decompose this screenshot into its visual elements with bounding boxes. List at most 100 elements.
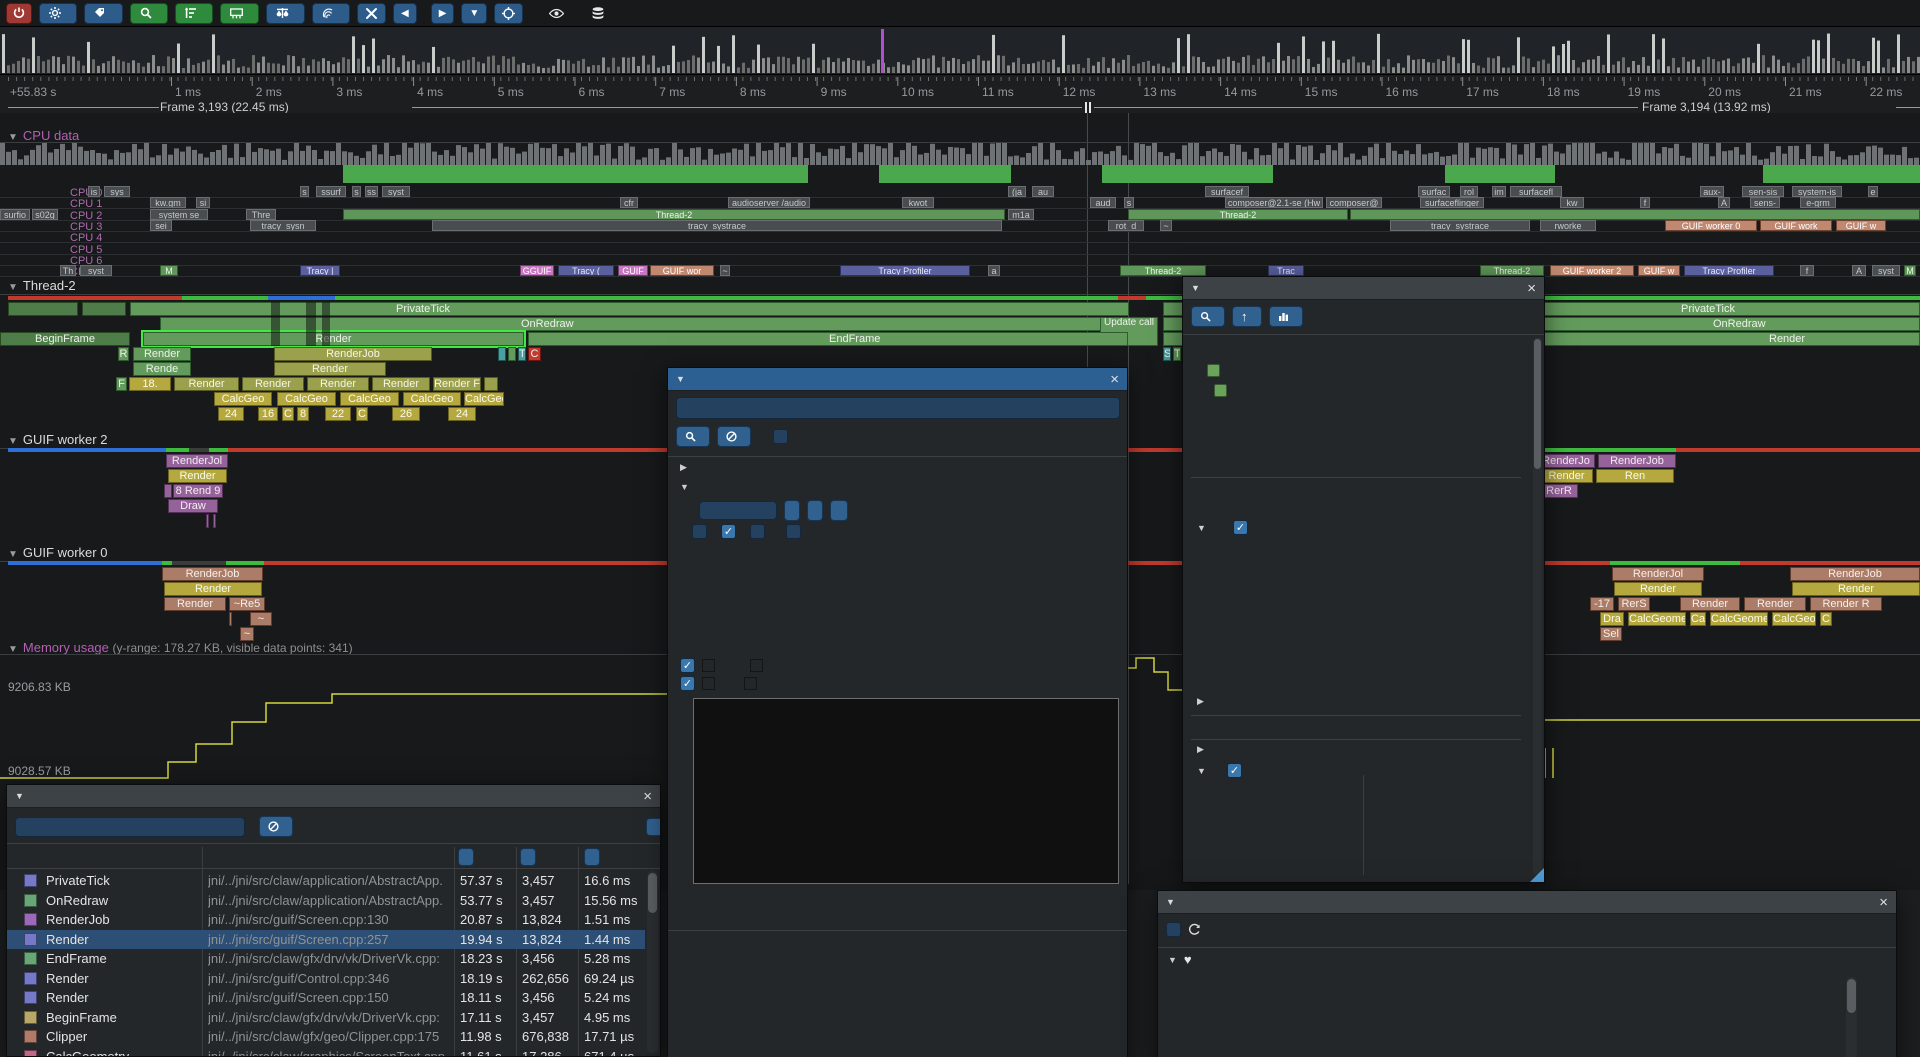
timeline-zone[interactable]: 16 xyxy=(258,407,278,421)
cpu-zone-chip[interactable]: tracy_systrace xyxy=(432,219,1002,231)
cpu-zone-chip[interactable]: f xyxy=(1640,197,1650,209)
cpu-zone-chip[interactable]: ssurf xyxy=(316,186,346,197)
timeline-zone[interactable]: CalcGeomet xyxy=(1710,612,1768,626)
timeline-zone[interactable]: BeginFrame xyxy=(0,332,130,346)
timeline-zone[interactable]: CalcGeo xyxy=(1772,612,1816,626)
timeline-zone[interactable]: Render xyxy=(168,469,227,483)
expander-icon[interactable]: ▶ xyxy=(1197,696,1204,706)
timeline-zone[interactable]: Render xyxy=(164,582,262,596)
timeline-zone[interactable]: C xyxy=(356,407,368,421)
table-row[interactable]: Render jni/../jni/src/guif/Control.cpp:34… xyxy=(7,969,645,989)
timeline-zone[interactable]: ~ xyxy=(240,627,254,641)
cpu-zone-chip[interactable]: sys xyxy=(104,186,130,197)
cpu-zone-chip[interactable]: Thread-2 xyxy=(343,208,1005,220)
cpu-zone-chip[interactable]: Tracy Profiler xyxy=(840,265,970,277)
frame-label-left[interactable]: Frame 3,193 (22.45 ms) xyxy=(160,100,289,114)
cpu-zone-chip[interactable]: im xyxy=(1492,186,1506,197)
memory-scrollbar[interactable] xyxy=(1846,977,1857,1057)
cpu-zone-chip[interactable]: f xyxy=(1800,265,1814,277)
cpu-zone-chip[interactable]: rol xyxy=(1460,186,1478,197)
timeline-zone[interactable] xyxy=(229,612,232,626)
cpu-zone-chip[interactable]: M xyxy=(160,265,178,277)
close-icon[interactable]: × xyxy=(1879,893,1888,911)
timeline-zone[interactable]: Render xyxy=(1792,582,1920,596)
timeline-zone[interactable]: RenderJob xyxy=(1790,567,1920,581)
close-icon[interactable]: × xyxy=(1110,370,1119,388)
timeline-zone[interactable]: Render xyxy=(1680,597,1740,611)
timeline-zone[interactable]: PrivateTick xyxy=(130,302,1129,316)
timeline-zone[interactable] xyxy=(484,377,498,391)
bin-minus-button[interactable] xyxy=(784,500,800,521)
cpu-zone-chip[interactable]: syst xyxy=(80,265,112,277)
column-total-time-button[interactable] xyxy=(458,848,474,866)
cpu-zone-chip[interactable]: aud xyxy=(1090,197,1116,209)
draw-group-checkbox[interactable]: ✓ xyxy=(680,676,695,691)
cpu-zone-chip[interactable]: GUIF worker 0 xyxy=(1665,219,1757,231)
timeline-zone[interactable]: -17 xyxy=(1590,597,1614,611)
resize-handle[interactable] xyxy=(1530,868,1544,882)
timeline-zone[interactable]: 8 xyxy=(297,407,309,421)
self-time-checkbox[interactable] xyxy=(786,524,801,539)
cpu-zone-chip[interactable]: GUIF w xyxy=(1638,265,1680,277)
column-mtpc-button[interactable] xyxy=(584,848,600,866)
frame-label-right[interactable]: Frame 3,194 (13.92 ms) xyxy=(1642,100,1771,114)
frame-overview[interactable] xyxy=(0,27,1920,75)
cpu-zone-chip[interactable]: e xyxy=(1868,186,1878,197)
timeline-zone[interactable]: C xyxy=(282,407,294,421)
timeline-zone[interactable]: Render xyxy=(1614,582,1702,596)
timeline-zone[interactable] xyxy=(164,484,172,498)
timeline-zone[interactable]: T xyxy=(1173,347,1181,361)
log-time-checkbox[interactable]: ✓ xyxy=(721,524,736,539)
cpu-zone-chip[interactable]: au xyxy=(1032,186,1054,197)
restrict-time-checkbox[interactable] xyxy=(1166,922,1181,937)
info-button[interactable] xyxy=(312,2,350,24)
cpu-zone-chip[interactable]: surfaceflinger xyxy=(1420,197,1484,209)
cpu-zone-chip[interactable]: (ja xyxy=(1008,186,1026,197)
timeline-zone[interactable]: Sel xyxy=(1600,627,1622,641)
table-row[interactable]: Render jni/../jni/src/guif/Screen.cpp:150… xyxy=(7,988,645,1008)
timeline-zone[interactable] xyxy=(8,302,78,316)
cpu-zone-chip[interactable]: surfacefl xyxy=(1510,186,1562,197)
table-row[interactable]: BeginFrame jni/../jni/src/claw/gfx/drv/vk… xyxy=(7,1008,645,1028)
timeline-zone[interactable]: C xyxy=(528,347,541,361)
cpu-zone-chip[interactable]: system se xyxy=(150,208,208,220)
cpu-zone-chip[interactable]: sens- xyxy=(1750,197,1780,209)
clear-filter-button[interactable] xyxy=(259,816,293,837)
column-counts-button[interactable] xyxy=(520,848,536,866)
timeline-zone[interactable]: Dra xyxy=(1600,612,1624,626)
next-frame-button[interactable]: ▶ xyxy=(430,2,455,24)
cpu-zone-chip[interactable]: m1a xyxy=(1008,208,1034,220)
timeline-zone[interactable]: Ren xyxy=(1596,469,1674,483)
cpu-zone-chip[interactable]: sen-sis xyxy=(1742,186,1784,197)
cpu-zone-chip[interactable]: a xyxy=(988,265,1000,277)
cpu-zone-chip[interactable]: composer@2.1-se (Hw xyxy=(1225,197,1323,209)
timeline-zone[interactable]: Render xyxy=(274,362,386,376)
filter-zones-input[interactable] xyxy=(15,816,245,837)
cpu-zone-chip[interactable]: GGUIF xyxy=(520,265,554,277)
timeline-zone[interactable]: CalcGeo xyxy=(277,392,336,406)
timeline-zone[interactable]: Render F xyxy=(433,377,481,391)
find-zone-query-input[interactable] xyxy=(676,397,1120,419)
cpu-zone-chip[interactable] xyxy=(1350,208,1920,220)
ignore-case-checkbox[interactable] xyxy=(773,429,788,444)
cpu-zone-chip[interactable]: A xyxy=(1718,197,1730,209)
zoom-to-zone-button[interactable] xyxy=(1191,306,1225,327)
clipped-button[interactable] xyxy=(646,817,660,836)
tools-button[interactable] xyxy=(357,2,386,24)
timeline-zone[interactable] xyxy=(498,347,506,361)
statistics-scrollbar[interactable] xyxy=(647,871,658,1053)
timeline-zone[interactable]: Rende xyxy=(133,362,191,376)
timeline-zone[interactable]: S xyxy=(1163,347,1171,361)
memory-usage-header[interactable]: ▼ Memory usage (y-range: 178.27 KB, visib… xyxy=(8,640,353,655)
timeline-zone[interactable]: C xyxy=(1820,612,1832,626)
cpu-zone-chip[interactable]: surfac xyxy=(1418,186,1450,197)
prev-frame-button[interactable]: ◀ xyxy=(393,2,417,24)
timeline-zone[interactable]: Render xyxy=(372,377,430,391)
clear-button[interactable] xyxy=(717,426,751,447)
timeline-zone[interactable]: CalcGeo xyxy=(464,392,504,406)
cpu-zone-chip[interactable]: composer@ xyxy=(1326,197,1382,209)
cpu-zone-chip[interactable]: ss xyxy=(365,186,378,197)
timeline-zone[interactable]: Render xyxy=(1540,469,1593,483)
cpu-zone-chip[interactable]: Thread-2 xyxy=(1128,208,1348,220)
timeline-zone[interactable] xyxy=(82,302,126,316)
